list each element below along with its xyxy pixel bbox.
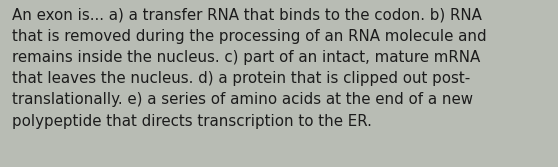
Text: An exon is... a) a transfer RNA that binds to the codon. b) RNA
that is removed : An exon is... a) a transfer RNA that bin…	[12, 8, 487, 129]
